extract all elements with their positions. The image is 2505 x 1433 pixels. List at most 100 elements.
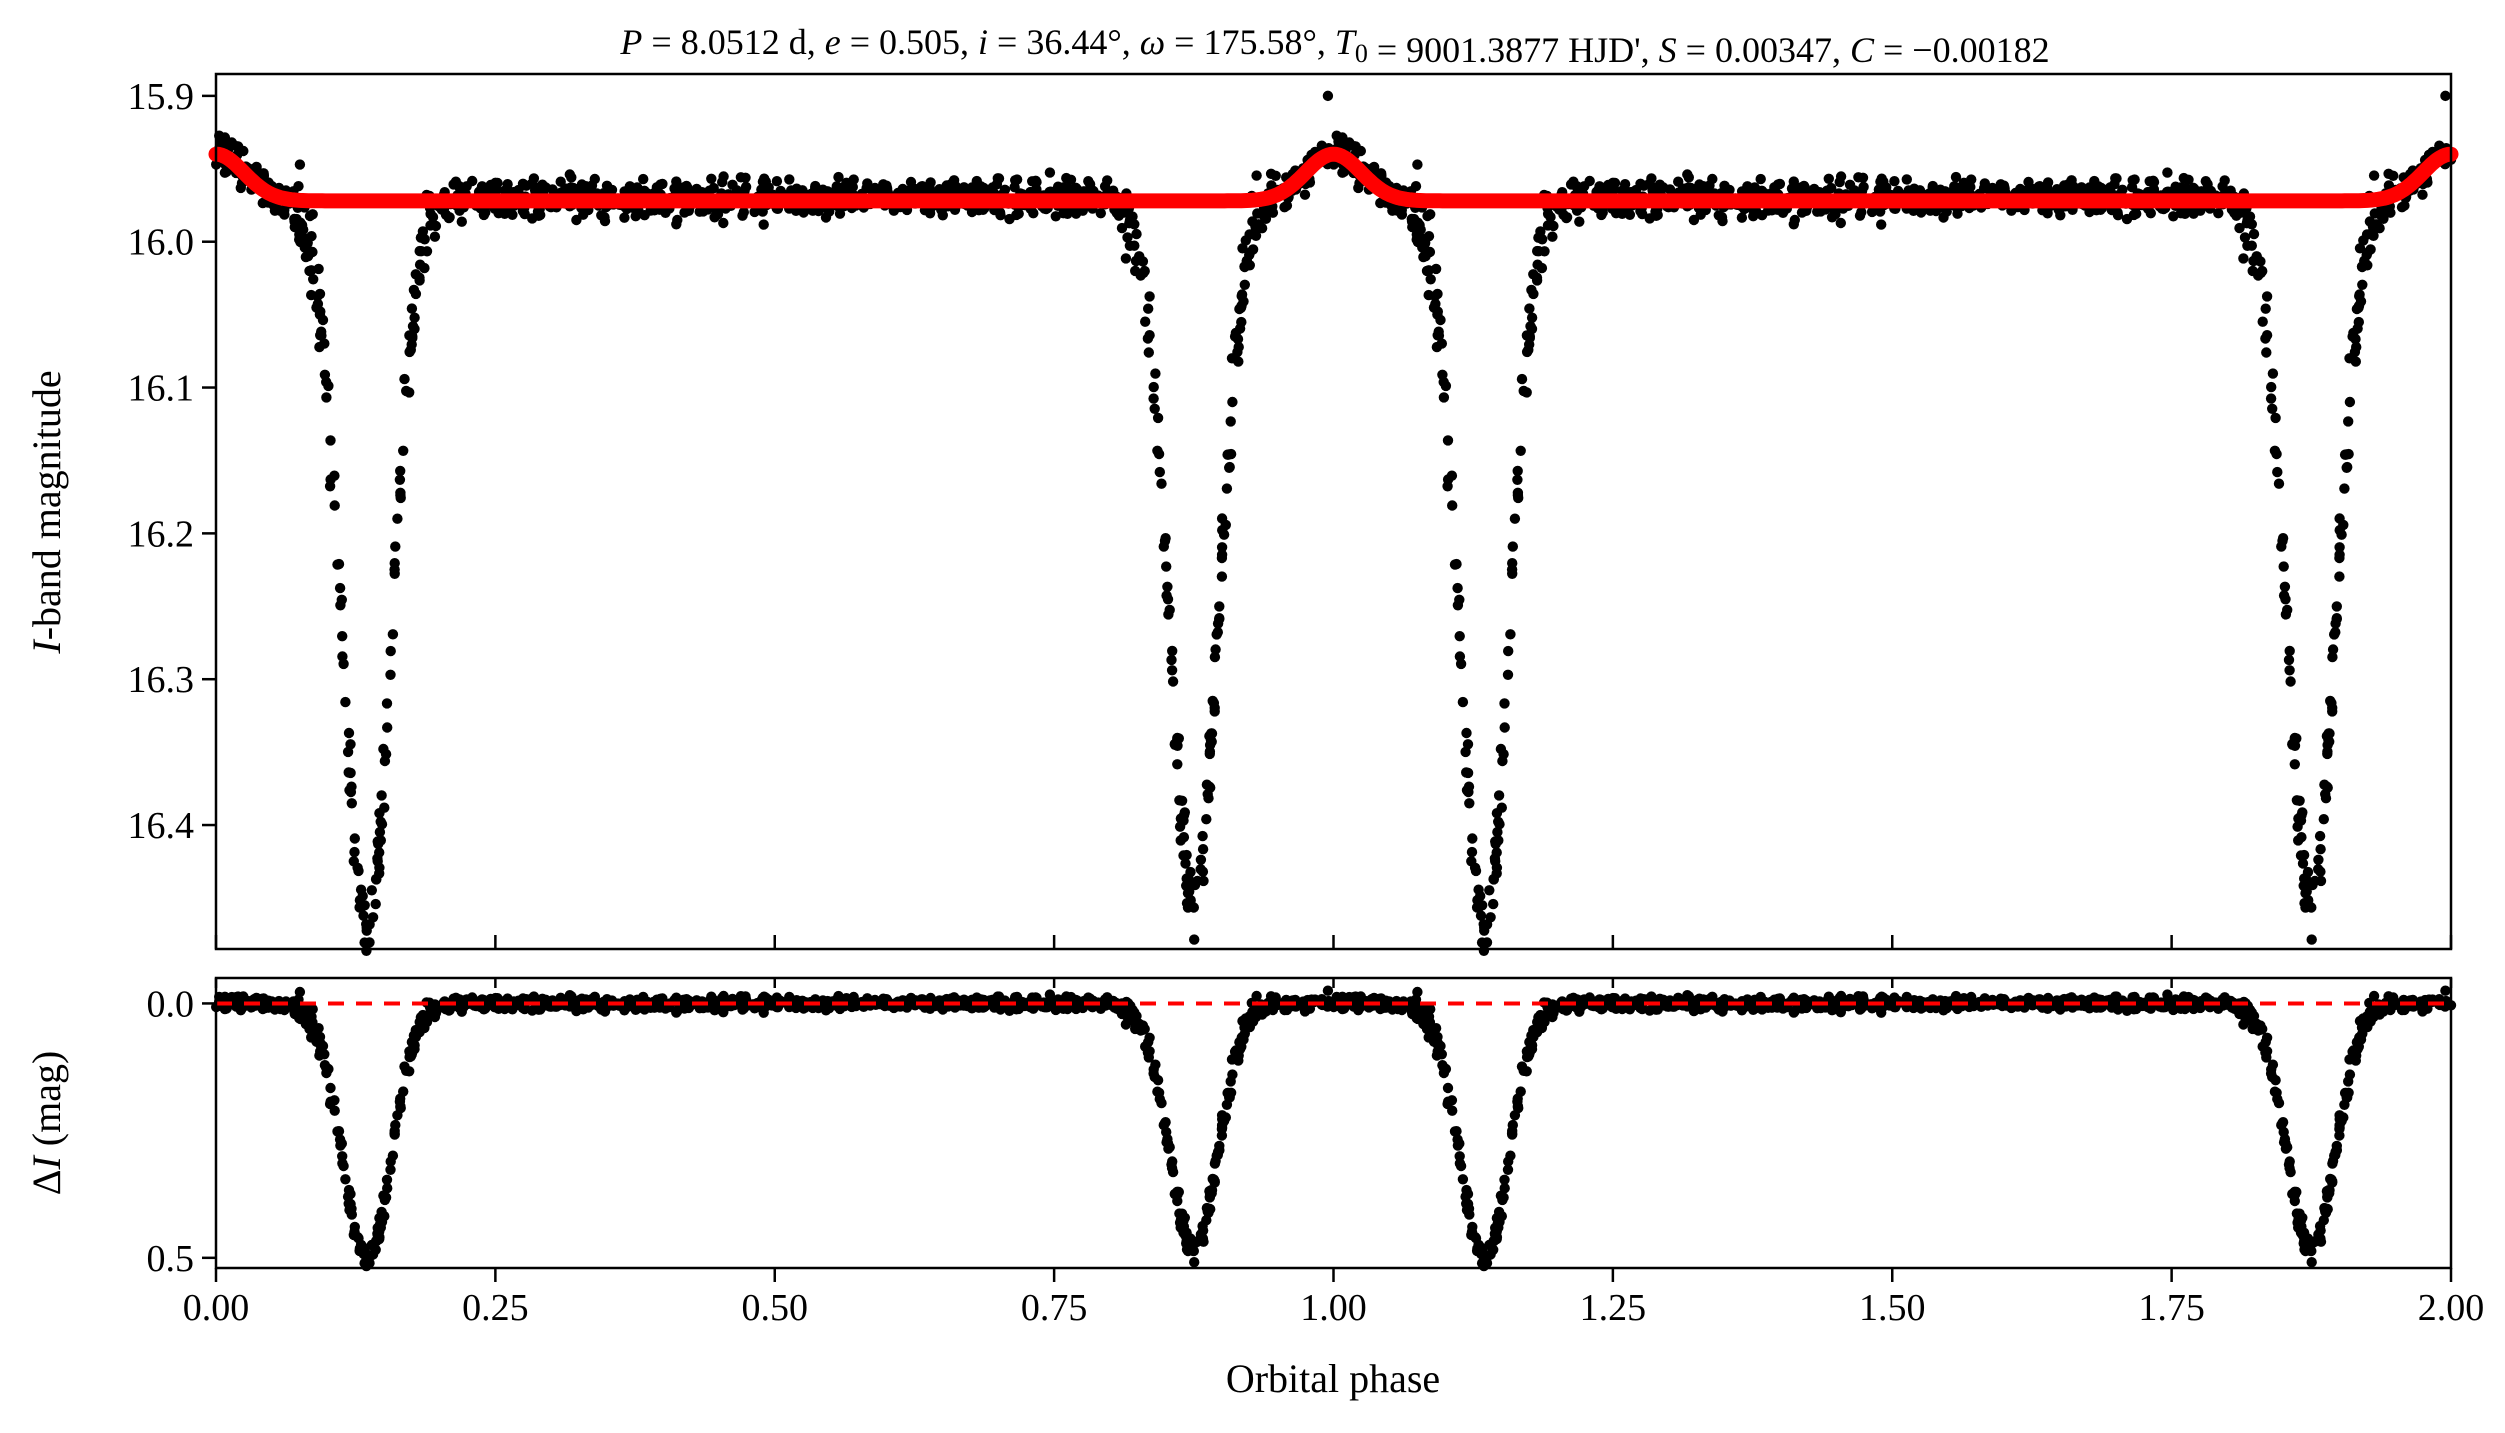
data-point xyxy=(638,174,648,184)
data-point xyxy=(1144,347,1154,357)
data-point xyxy=(2188,209,2198,219)
data-point xyxy=(2274,479,2284,489)
residual-point xyxy=(1824,992,1834,1002)
residual-point xyxy=(1176,1215,1186,1225)
data-point xyxy=(1474,903,1484,913)
data-point xyxy=(2327,652,2337,662)
data-point xyxy=(2341,449,2351,459)
data-point xyxy=(414,273,424,283)
data-point xyxy=(1204,782,1214,792)
data-point xyxy=(320,370,330,380)
data-point xyxy=(1503,646,1513,656)
data-point xyxy=(2417,190,2427,200)
data-point xyxy=(1102,175,1112,185)
residual-point xyxy=(671,993,681,1003)
residual-point xyxy=(1140,1041,1150,1051)
data-point xyxy=(417,232,427,242)
data-point xyxy=(1835,177,1845,187)
data-point xyxy=(1682,169,1692,179)
data-point xyxy=(772,176,782,186)
data-point xyxy=(1775,179,1785,189)
data-point xyxy=(565,169,575,179)
data-point xyxy=(1878,176,1888,186)
data-point xyxy=(1148,393,1158,403)
data-point xyxy=(315,289,325,299)
data-point xyxy=(631,211,641,221)
data-point xyxy=(386,646,396,656)
data-point xyxy=(1131,256,1141,266)
data-point xyxy=(2368,221,2378,231)
data-point xyxy=(2388,171,2398,181)
data-point xyxy=(1467,847,1477,857)
data-point xyxy=(1168,676,1178,686)
data-point xyxy=(1858,173,1868,183)
data-point xyxy=(541,182,551,192)
data-point xyxy=(2149,184,2159,194)
data-point xyxy=(1083,176,1093,186)
data-point xyxy=(2357,280,2367,290)
data-point xyxy=(415,260,425,270)
data-point xyxy=(2270,413,2280,423)
data-point xyxy=(1212,629,1222,639)
data-point xyxy=(833,172,843,182)
residual-point xyxy=(2322,1192,2332,1202)
data-point xyxy=(1620,184,1630,194)
residual-point xyxy=(1467,1222,1477,1232)
data-point xyxy=(1233,334,1243,344)
residual-point xyxy=(2345,1069,2355,1079)
residual-point xyxy=(1443,1083,1453,1093)
data-point xyxy=(1858,182,1868,192)
data-point xyxy=(382,698,392,708)
data-point xyxy=(337,595,347,605)
data-point xyxy=(759,219,769,229)
outlier-point xyxy=(2440,91,2450,101)
data-point xyxy=(1443,474,1453,484)
data-point xyxy=(1637,209,1647,219)
data-point xyxy=(1143,304,1153,314)
data-point xyxy=(2345,397,2355,407)
data-point xyxy=(1248,244,1258,254)
data-point xyxy=(535,210,545,220)
outlier-point xyxy=(1323,91,1333,101)
data-point xyxy=(2315,844,2325,854)
data-point xyxy=(1222,483,1232,493)
data-point xyxy=(810,181,820,191)
data-point xyxy=(2329,629,2339,639)
data-point xyxy=(1150,368,1160,378)
residual-point xyxy=(1510,1110,1520,1120)
data-point xyxy=(1176,813,1186,823)
data-point xyxy=(1183,888,1193,898)
residual-point xyxy=(1513,1094,1523,1104)
data-point xyxy=(1149,382,1159,392)
data-point xyxy=(343,747,353,757)
residual-point xyxy=(1447,1106,1457,1116)
data-point xyxy=(1980,178,1990,188)
data-point xyxy=(1117,223,1127,233)
data-point xyxy=(1203,793,1213,803)
data-point xyxy=(2162,167,2172,177)
data-point xyxy=(2358,235,2368,245)
data-point xyxy=(1461,728,1471,738)
data-point xyxy=(308,209,318,219)
data-point xyxy=(1463,768,1473,778)
data-point xyxy=(1155,467,1165,477)
data-point xyxy=(430,232,440,242)
data-point xyxy=(1159,541,1169,551)
residual-point xyxy=(1159,1120,1169,1130)
data-point xyxy=(1227,397,1237,407)
data-point xyxy=(2262,330,2272,340)
residual-data-points xyxy=(211,986,2456,1272)
data-point xyxy=(520,209,530,219)
data-point xyxy=(2321,793,2331,803)
data-point xyxy=(2339,483,2349,493)
residual-point xyxy=(1156,1098,1166,1108)
data-point xyxy=(407,303,417,313)
data-point xyxy=(1517,374,1527,384)
residual-point xyxy=(2293,1215,2303,1225)
data-point xyxy=(300,234,310,244)
residual-point xyxy=(1460,1192,1470,1202)
data-point xyxy=(2201,176,2211,186)
data-point xyxy=(1748,211,1758,221)
data-point xyxy=(409,313,419,323)
